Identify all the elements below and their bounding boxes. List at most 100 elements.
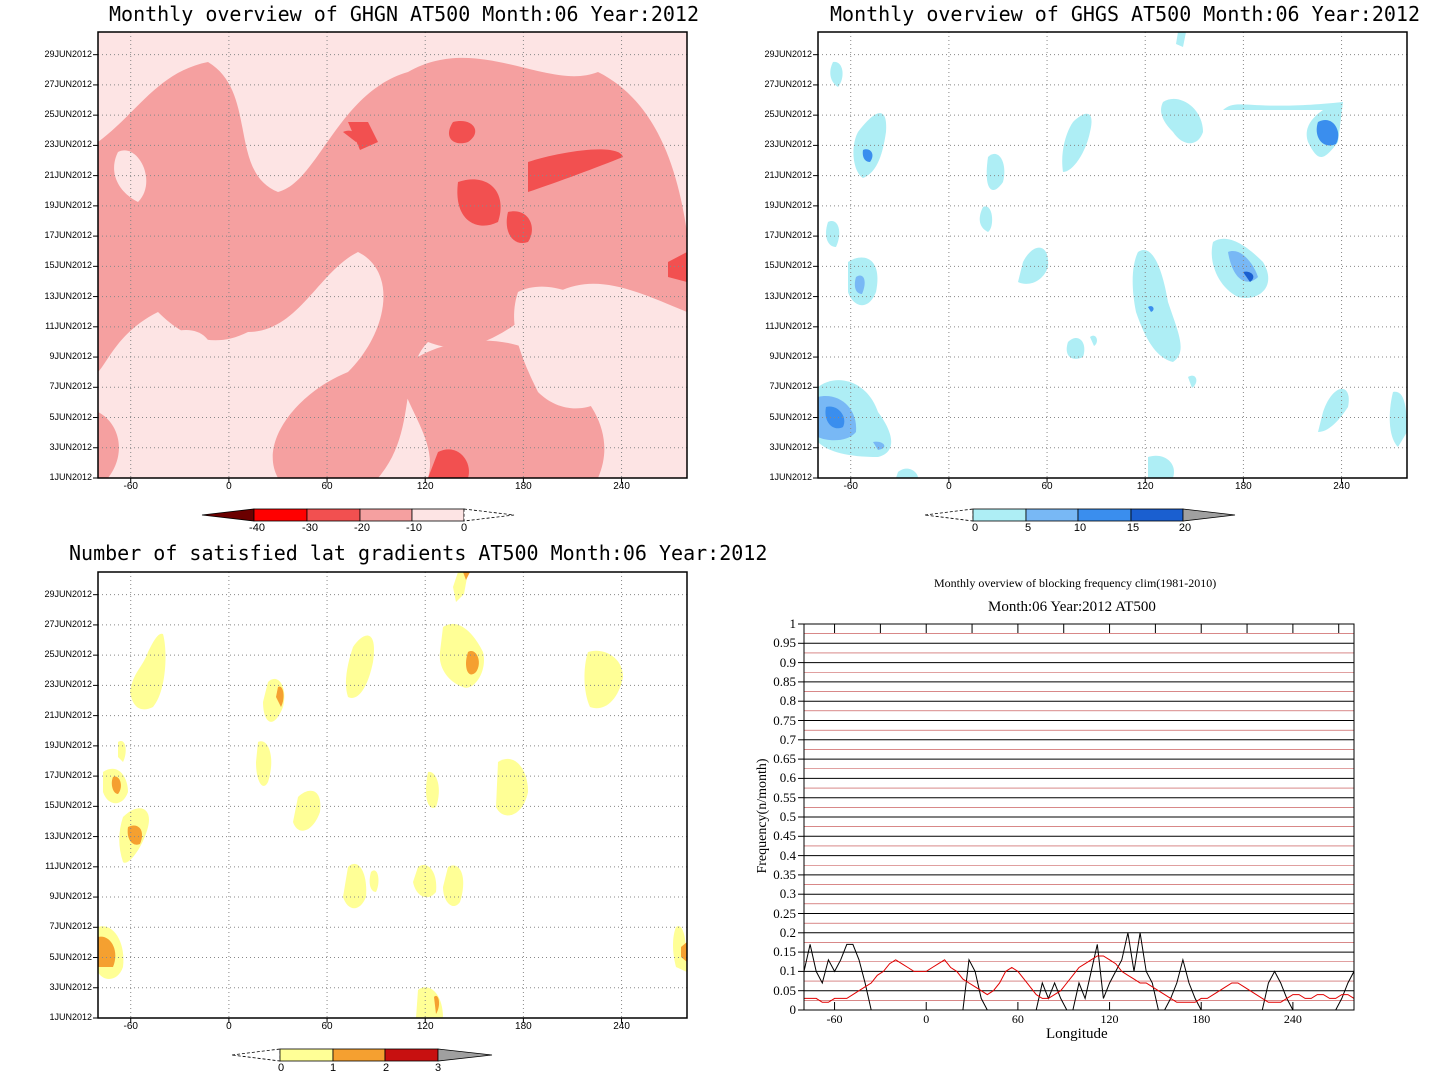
ghgs-cb-min-arrow — [924, 508, 974, 522]
ghgn-cb-bin-1 — [253, 508, 308, 522]
ghgn-cb-tick: -40 — [249, 522, 265, 534]
gradients-ytick-label: 29JUN2012 — [44, 588, 92, 599]
freq-ytick-label: 0.25 — [773, 905, 796, 921]
ghgn-ytick-label: 11JUN2012 — [45, 320, 92, 331]
ghgs-ytick-label: 7JUN2012 — [769, 381, 812, 392]
gradients-cb-tick: 3 — [434, 1062, 442, 1074]
ghgs-cb-bin-2 — [1025, 508, 1079, 522]
ghgn-colorbar — [201, 508, 515, 522]
ghgs-cb-tick: 0 — [971, 522, 979, 534]
gradients-cb-bin-1 — [279, 1048, 334, 1062]
freq-ytick-label: 1 — [789, 616, 797, 631]
gradients-xtick-label: 0 — [226, 1021, 232, 1032]
ghgn-ytick-label: 5JUN2012 — [49, 411, 92, 422]
freq-ytick-label: 0.4 — [779, 847, 796, 863]
ghgn-ytick-label: 15JUN2012 — [44, 260, 92, 271]
ghgs-heatmap — [813, 31, 1408, 483]
freq-ytick-label: 0.6 — [779, 770, 796, 786]
gradients-heatmap — [93, 571, 688, 1023]
gradients-cb-bin-2 — [332, 1048, 386, 1062]
gradients-xtick-label: -60 — [123, 1021, 138, 1032]
freq-title: Monthly overview of blocking frequency c… — [934, 576, 1217, 590]
ghgs-xtick-label: 240 — [1333, 481, 1350, 492]
freq-ytick-label: 0.55 — [773, 789, 796, 805]
ghgn-xtick-label: -60 — [123, 481, 138, 492]
gradients-ytick-label: 21JUN2012 — [44, 709, 92, 720]
freq-ytick-label: 0.2 — [779, 924, 796, 940]
gradients-ytick-label: 19JUN2012 — [44, 739, 92, 750]
freq-ytick-label: 0.75 — [773, 712, 796, 728]
freq-ytick-label: 0.95 — [773, 635, 796, 651]
freq-ytick-label: 0.9 — [779, 654, 796, 670]
ghgs-cb-tick: 20 — [1178, 522, 1192, 534]
ghgn-cb-tick: -10 — [406, 522, 422, 534]
ghgs-ytick-label: 3JUN2012 — [769, 441, 812, 452]
ghgs-ytick-label: 27JUN2012 — [764, 78, 812, 89]
ghgs-cb-tick: 10 — [1073, 522, 1087, 534]
gradients-ytick-label: 27JUN2012 — [44, 618, 92, 629]
gradients-ytick-label: 9JUN2012 — [49, 891, 92, 902]
ghgs-ytick-label: 25JUN2012 — [764, 109, 812, 120]
ghgs-ytick-label: 9JUN2012 — [769, 351, 812, 362]
ghgs-title: Monthly overview of GHGS AT500 Month:06 … — [830, 2, 1421, 26]
ghgs-ytick-label: 5JUN2012 — [769, 411, 812, 422]
ghgn-xtick-label: 60 — [321, 481, 333, 492]
ghgn-heatmap — [93, 31, 688, 483]
gradients-ytick-label: 3JUN2012 — [49, 981, 92, 992]
ghgs-ytick-label: 11JUN2012 — [765, 320, 812, 331]
ghgs-cb-max-arrow — [1182, 508, 1236, 522]
ghgn-ytick-label: 23JUN2012 — [44, 139, 92, 150]
gradients-cb-max-arrow — [437, 1048, 493, 1062]
freq-ytick-label: 0 — [789, 1002, 797, 1017]
ghgn-xtick-label: 180 — [515, 481, 532, 492]
freq-ytick-label: 0.8 — [779, 693, 796, 709]
gradients-colorbar — [231, 1048, 493, 1062]
gradients-ytick-label: 7JUN2012 — [49, 921, 92, 932]
ghgs-cb-bin-3 — [1077, 508, 1132, 522]
freq-ytick-label: 0.7 — [779, 731, 796, 747]
gradients-ytick-label: 11JUN2012 — [45, 860, 92, 871]
ghgn-ytick-label: 17JUN2012 — [44, 230, 92, 241]
ghgs-xtick-label: 0 — [946, 481, 952, 492]
freq-xtick-label: 0 — [923, 1012, 930, 1026]
gradients-cb-tick: 1 — [329, 1062, 337, 1074]
freq-xtick-label: 60 — [1011, 1012, 1024, 1026]
ghgn-xtick-label: 0 — [226, 481, 232, 492]
ghgn-ytick-label: 13JUN2012 — [44, 290, 92, 301]
freq-xtick-label: 240 — [1283, 1012, 1302, 1026]
ghgs-plot-bg — [818, 32, 1407, 478]
freq-ytick-label: 0.5 — [779, 809, 796, 824]
freq-series-red-line — [804, 955, 1355, 1003]
freq-ytick-label: 0.3 — [779, 886, 796, 902]
gradients-plot-bg — [98, 572, 687, 1018]
gradients-xtick-label: 60 — [321, 1021, 333, 1032]
freq-ytick-label: 0.1 — [779, 963, 796, 979]
gradients-contours — [98, 572, 687, 1018]
gradients-plot-frame — [97, 571, 688, 1019]
freq-ytick-label: 0.45 — [773, 828, 796, 844]
freq-xtick-label: 180 — [1192, 1012, 1211, 1026]
ghgs-xtick-label: 60 — [1041, 481, 1053, 492]
gradients-ytick-label: 25JUN2012 — [44, 649, 92, 660]
gradients-ytick-label: 1JUN2012 — [49, 1012, 92, 1022]
ghgn-cb-max-arrow — [463, 508, 515, 522]
ghgn-ytick-label: 27JUN2012 — [44, 78, 92, 89]
ghgn-ytick-label: 3JUN2012 — [49, 441, 92, 452]
ghgn-ytick-label: 21JUN2012 — [44, 169, 92, 180]
freq-xlabel: Longitude — [1046, 1026, 1108, 1042]
ghgs-cb-bin-1 — [972, 508, 1027, 522]
ghgs-ytick-label: 15JUN2012 — [764, 260, 812, 271]
gradients-cb-min-arrow — [231, 1048, 281, 1062]
ghgs-cb-tick: 5 — [1024, 522, 1032, 534]
ghgn-ytick-label: 25JUN2012 — [44, 109, 92, 120]
ghgn-cb-tick: -20 — [354, 522, 370, 534]
gradients-title: Number of satisfied lat gradients AT500 … — [69, 541, 768, 565]
gradients-xtick-label: 120 — [416, 1021, 434, 1032]
gradients-cb-tick: 0 — [277, 1062, 285, 1074]
ghgn-contours — [98, 57, 687, 478]
ghgn-xtick-label: 240 — [613, 481, 630, 492]
ghgs-cb-tick: 15 — [1126, 522, 1140, 534]
ghgs-ytick-label: 1JUN2012 — [769, 472, 812, 482]
ghgn-cb-bin-4 — [411, 508, 465, 522]
ghgn-ytick-label: 7JUN2012 — [49, 381, 92, 392]
